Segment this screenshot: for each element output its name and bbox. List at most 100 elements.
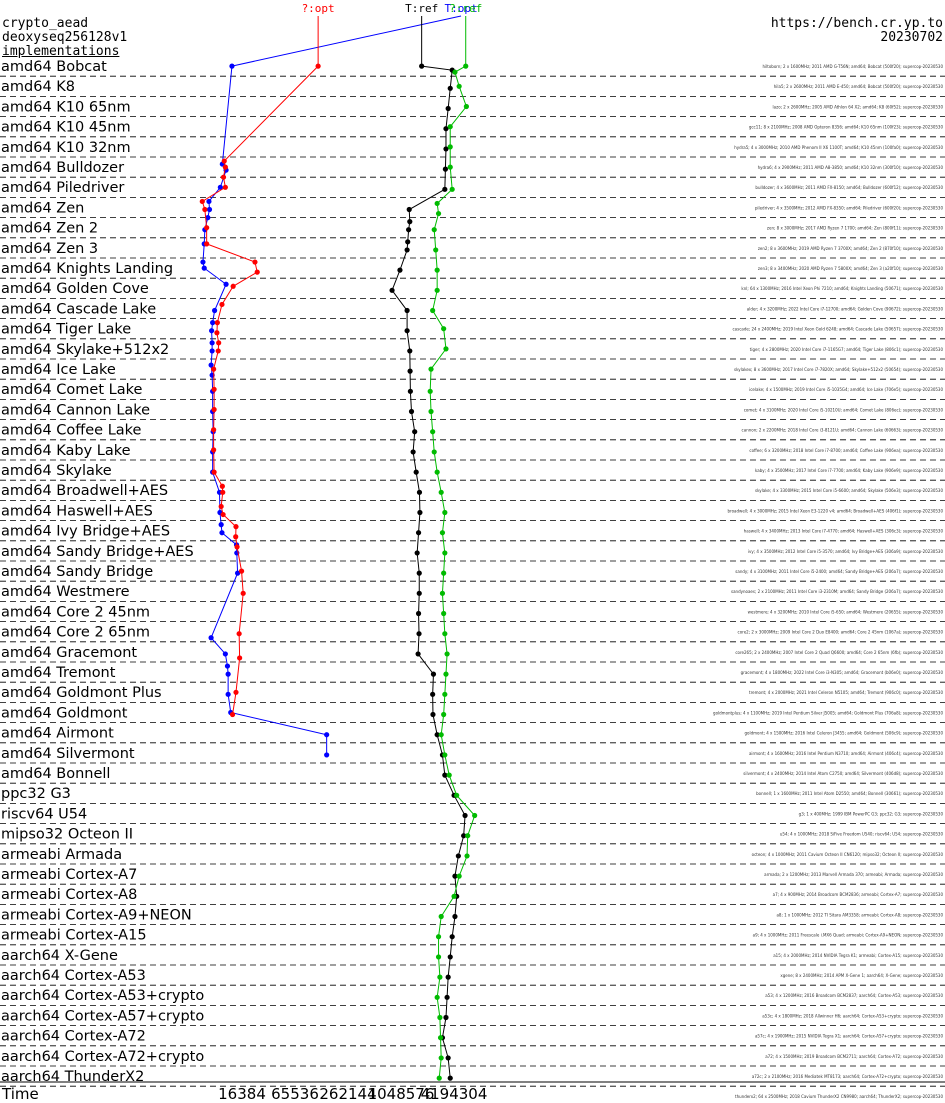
machine-detail: hydra5; 4 x 3000MHz; 2010 AMD Phenom II … — [734, 145, 943, 150]
data-point — [205, 215, 211, 221]
data-point — [324, 732, 330, 738]
data-point — [215, 348, 221, 354]
data-point — [452, 69, 458, 75]
row-label: amd64 Skylake+512x2 — [1, 342, 169, 358]
row-label: amd64 Core 2 45nm — [1, 604, 150, 620]
data-point — [412, 429, 418, 435]
row-label: amd64 Zen — [1, 200, 84, 216]
data-point — [438, 913, 444, 920]
data-point — [430, 307, 436, 314]
data-point — [442, 166, 449, 172]
machine-detail: coffee; 6 x 3200MHz; 2018 Intel Core i7-… — [749, 448, 943, 453]
data-point — [438, 1055, 444, 1061]
machine-detail: octeon; 4 x 1000MHz; 2011 Cavium Octeon … — [752, 852, 944, 857]
row-label: aarch64 Cortex-A72 — [1, 1029, 146, 1045]
data-point — [222, 164, 228, 170]
x-tick-label: 4194304 — [421, 1085, 488, 1103]
data-point — [233, 534, 239, 540]
data-point — [447, 954, 453, 960]
machine-detail: knl; 64 x 1300MHz; 2016 Intel Xeon Phi 7… — [741, 286, 943, 291]
row-label: amd64 K10 32nm — [1, 140, 131, 156]
data-point — [252, 259, 258, 265]
data-point — [206, 206, 213, 213]
machine-detail: gcc11; 8 x 2100MHz; 2008 AMD Opteron 835… — [749, 125, 944, 130]
data-point — [209, 348, 215, 354]
data-point — [214, 330, 220, 336]
data-point — [443, 126, 449, 132]
data-point — [434, 732, 440, 738]
series-label: T:ref — [405, 2, 438, 15]
data-point — [462, 812, 468, 819]
machine-detail: g3; 1 x 400MHz; 1999 IBM PowerPC G3; ppc… — [799, 811, 944, 816]
data-point — [211, 366, 217, 372]
row-label: armeabi Cortex-A15 — [1, 928, 147, 944]
machine-detail: comet; 4 x 3100MHz; 2020 Intel Core i5-1… — [744, 407, 944, 412]
data-point — [220, 511, 226, 518]
machine-detail: xgene; 8 x 2400MHz; 2014 APM X-Gene 1; a… — [780, 973, 943, 978]
data-point — [431, 449, 437, 455]
row-label: amd64 K8 — [1, 79, 75, 95]
machine-detail: a8; 1 x 1000MHz; 2012 TI Sitara AM3358; … — [776, 912, 943, 917]
machine-detail: sandy; 4 x 3100MHz; 2011 Intel Core i5-2… — [735, 569, 943, 574]
header-primitive: crypto_aead — [2, 16, 89, 31]
data-point — [430, 711, 436, 718]
data-point — [442, 186, 448, 192]
row-label: amd64 Westmere — [1, 584, 130, 600]
data-point — [229, 63, 235, 69]
data-point — [199, 198, 205, 205]
machine-detail: skylakex; 8 x 3600MHz; 2017 Intel Core i… — [734, 367, 943, 372]
data-point — [454, 792, 460, 798]
row-label: amd64 Zen 3 — [1, 241, 98, 257]
data-point — [204, 241, 210, 247]
machine-detail: a15; 4 x 2000MHz; 2014 NVIDIA Tegra K1; … — [773, 953, 943, 958]
x-tick-label: 1048576 — [368, 1085, 435, 1103]
data-point — [416, 590, 422, 596]
data-point — [441, 326, 447, 332]
data-point — [439, 590, 446, 596]
data-point — [427, 388, 433, 394]
machine-detail: zen2; 8 x 3600MHz; 2019 AMD Ryzen 7 3700… — [758, 246, 944, 251]
data-point — [208, 635, 214, 641]
row-label: armeabi Cortex-A7 — [1, 867, 137, 883]
data-point — [206, 198, 212, 205]
data-point — [218, 503, 224, 510]
data-point — [410, 449, 416, 455]
row-label: aarch64 X-Gene — [1, 948, 118, 964]
machine-detail: hiltoborn; 2 x 1600MHz; 2011 AMD G-T56N;… — [763, 64, 944, 69]
data-point — [465, 833, 471, 839]
data-point — [445, 105, 451, 112]
data-point — [463, 103, 469, 110]
header-algorithm: deoxyseq256128v1 — [2, 30, 128, 45]
row-label: amd64 Broadwell+AES — [1, 483, 168, 499]
row-label: amd64 Cannon Lake — [1, 402, 150, 418]
data-point — [447, 1075, 453, 1081]
data-point — [443, 671, 449, 677]
machine-detail: bulldozer; 4 x 3600MHz; 2011 AMD FX-8150… — [755, 185, 943, 190]
data-point — [434, 200, 440, 207]
row-label: amd64 Sandy Bridge — [1, 564, 153, 580]
row-label: amd64 Piledriver — [1, 180, 124, 196]
data-point — [234, 544, 240, 550]
data-point — [201, 265, 207, 271]
data-point — [430, 671, 437, 677]
header-left: crypto_aead deoxyseq256128v1 implementat… — [2, 17, 127, 59]
machine-detail: sandynoaes; 2 x 2100MHz; 2011 Intel Core… — [731, 589, 943, 594]
data-point — [315, 63, 321, 69]
row-label: amd64 Haswell+AES — [1, 503, 153, 519]
row-label: amd64 Golden Cove — [1, 281, 149, 297]
row-label: amd64 Bobcat — [1, 59, 107, 75]
row-label: armeabi Armada — [1, 847, 122, 863]
data-point — [210, 320, 216, 326]
data-point — [209, 328, 215, 334]
data-point — [455, 853, 461, 859]
machine-detail: core2; 2 x 3000MHz; 2009 Intel Core 2 Du… — [738, 630, 944, 635]
header-date: 20230702 — [880, 30, 943, 45]
machine-detail: lazo; 2 x 2600MHz; 2005 AMD Athlon 64 X2… — [773, 104, 944, 109]
machine-detail: tiger; 4 x 2800MHz; 2020 Intel Core i7-1… — [750, 347, 944, 352]
data-point — [437, 974, 443, 980]
data-point — [416, 570, 422, 576]
row-label: amd64 K10 65nm — [1, 99, 131, 115]
data-point — [452, 873, 458, 879]
data-point — [444, 651, 450, 657]
row-label: amd64 Ice Lake — [1, 362, 116, 378]
